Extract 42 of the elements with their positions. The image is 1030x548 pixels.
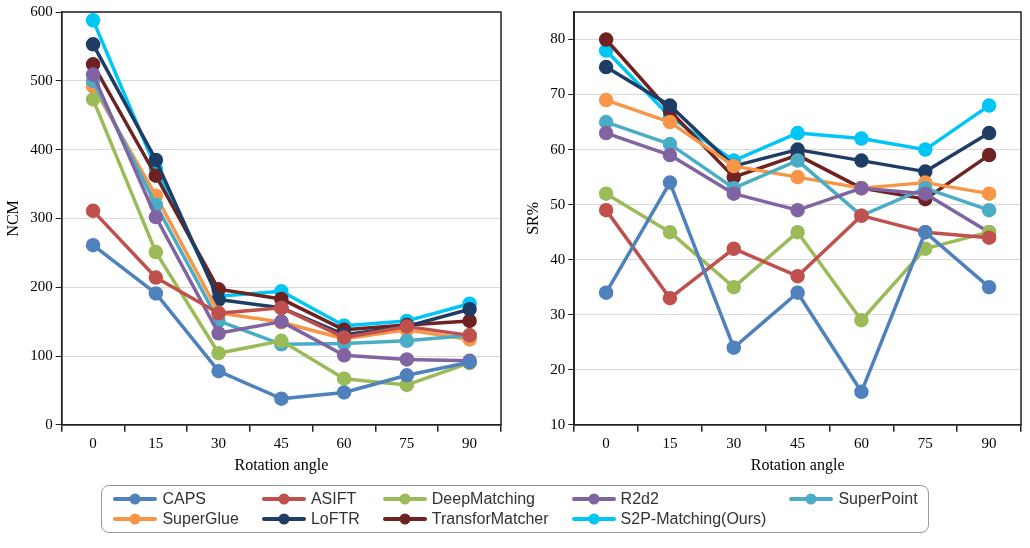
x-axis-title: Rotation angle — [750, 455, 845, 474]
y-tick-label: 60 — [550, 140, 566, 157]
legend-label: R2d2 — [620, 490, 659, 508]
x-tick-label: 0 — [89, 434, 97, 451]
y-tick-label: 500 — [30, 71, 53, 88]
y-tick-label: 80 — [550, 30, 566, 47]
y-tick-label: 300 — [30, 209, 53, 226]
x-tick-label: 90 — [462, 434, 478, 451]
y-tick-label: 40 — [550, 250, 566, 267]
legend-label: ASIFT — [310, 490, 357, 508]
y-tick-label: 400 — [30, 140, 53, 157]
x-tick-label: 45 — [273, 434, 289, 451]
y-tick-label: 10 — [550, 415, 566, 432]
y-tick-label: 600 — [30, 2, 53, 19]
x-axis-title: Rotation angle — [234, 455, 329, 474]
x-tick-label: 15 — [148, 434, 164, 451]
x-tick-label: 15 — [662, 434, 678, 451]
legend-label: SuperGlue — [162, 510, 239, 528]
y-tick-label: 50 — [550, 195, 566, 212]
x-tick-label: 45 — [790, 434, 806, 451]
y-tick-label: 30 — [550, 305, 566, 322]
legend-label: SuperPoint — [838, 490, 918, 508]
y-tick-label: 200 — [30, 278, 53, 295]
x-tick-label: 75 — [917, 434, 933, 451]
x-tick-label: 60 — [336, 434, 352, 451]
y-tick-label: 70 — [550, 85, 566, 102]
x-tick-label: 30 — [211, 434, 227, 451]
legend-label: LoFTR — [310, 510, 360, 528]
x-tick-label: 75 — [399, 434, 415, 451]
y-axis-title: SR% — [523, 201, 541, 235]
y-tick-label: 0 — [45, 415, 53, 432]
x-tick-label: 0 — [602, 434, 610, 451]
legend-label: S2P-Matching(Ours) — [620, 510, 767, 528]
legend-label: CAPS — [162, 490, 206, 508]
y-tick-label: 100 — [30, 346, 53, 363]
y-tick-label: 20 — [550, 360, 566, 377]
y-axis-title: NCM — [3, 200, 21, 237]
legend-label: TransforMatcher — [431, 510, 549, 528]
x-tick-label: 90 — [981, 434, 997, 451]
x-tick-label: 30 — [726, 434, 742, 451]
x-tick-label: 60 — [853, 434, 869, 451]
legend-label: DeepMatching — [431, 490, 535, 508]
